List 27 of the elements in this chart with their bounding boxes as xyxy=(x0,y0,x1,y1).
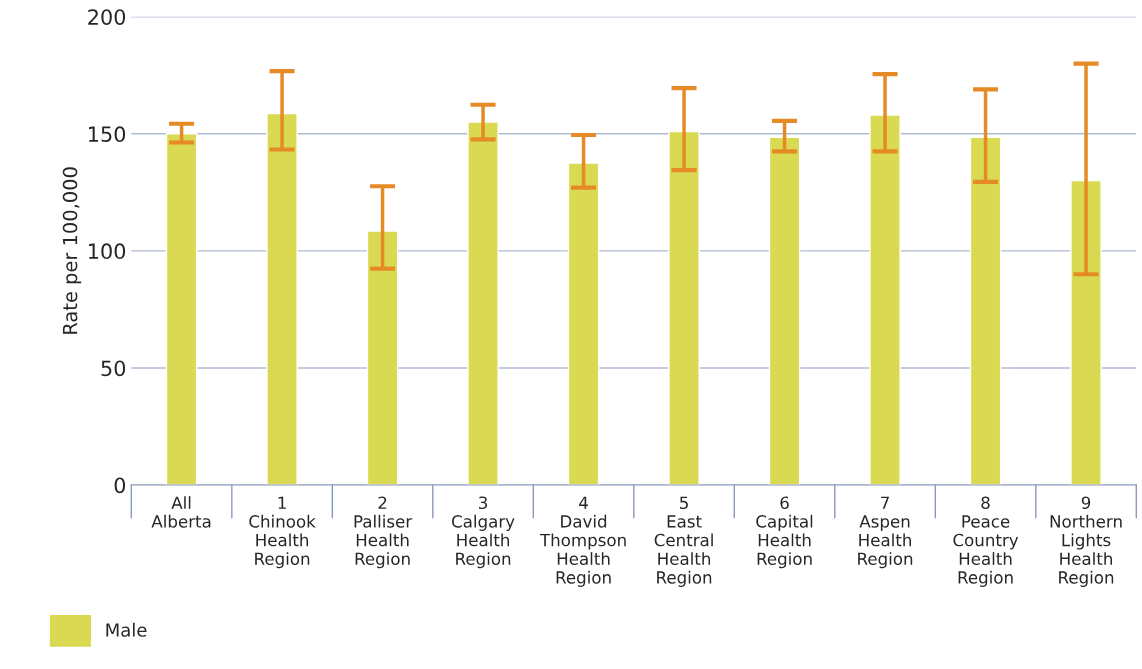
y-tick-label: 100 xyxy=(88,243,126,260)
x-tick-label: 7 Aspen Health Region xyxy=(858,496,913,569)
bar xyxy=(165,133,198,486)
x-tick-label: 4 David Thompson Health Region xyxy=(539,496,626,587)
bar xyxy=(969,136,1002,486)
bar xyxy=(1070,179,1102,486)
x-tick-label: 3 Calgary Health Region xyxy=(452,496,515,569)
bar xyxy=(668,130,700,486)
legend-label: Male xyxy=(106,622,147,637)
y-axis-title: Rate per 100,000 xyxy=(62,167,82,334)
bar xyxy=(768,136,801,486)
bar xyxy=(266,112,298,486)
y-tick-label: 150 xyxy=(88,126,126,143)
x-tick-label: 5 East Central Health Region xyxy=(654,496,713,587)
bar xyxy=(366,230,399,486)
x-tick-label: 6 Capital Health Region xyxy=(756,496,813,569)
y-tick-label: 50 xyxy=(101,360,126,377)
x-tick-label: 9 Northern Lights Health Region xyxy=(1050,496,1122,587)
bar xyxy=(467,121,499,486)
bar xyxy=(869,114,901,486)
y-tick-label: 0 xyxy=(114,477,126,494)
x-tick-label: 1 Chinook Health Region xyxy=(249,496,316,569)
y-tick-label: 200 xyxy=(88,9,126,25)
x-tick-label: 2 Palliser Health Region xyxy=(354,496,413,569)
bar xyxy=(567,162,600,486)
x-tick-label: All Alberta xyxy=(151,496,211,528)
x-tick-label: 8 Peace Country Health Region xyxy=(953,496,1019,587)
